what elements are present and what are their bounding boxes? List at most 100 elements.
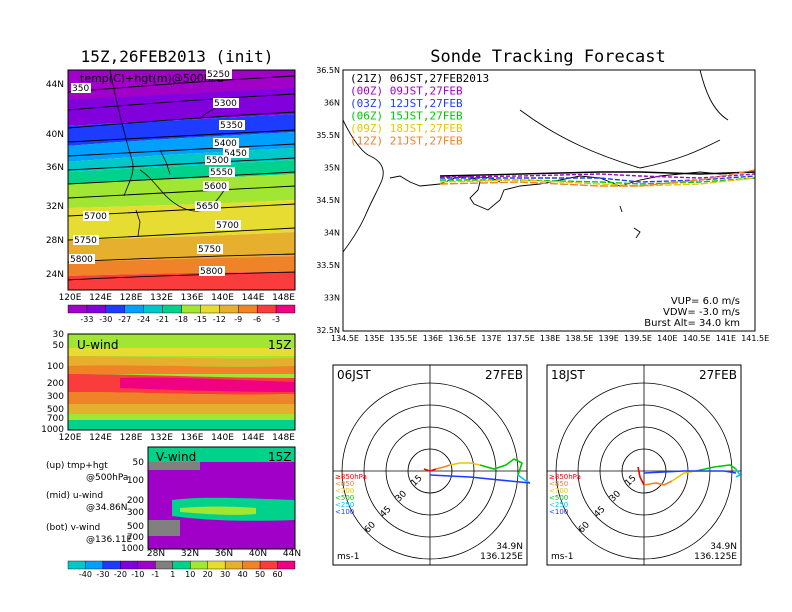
wind-colorbar-label: 1 (170, 570, 175, 579)
temp-colorbar-swatch (275, 304, 296, 314)
polar-unit: ms-1 (337, 552, 359, 562)
temp-colorbar-swatch (86, 304, 107, 314)
polar-level-label: <100 (335, 508, 354, 516)
polar-date: 27FEB (699, 368, 737, 382)
polar-level-label: <850 (549, 480, 568, 488)
contour-label: 5800 (70, 255, 93, 265)
track-param: Burst Alt= 34.0 km (644, 318, 740, 329)
polar-wind-trace (643, 480, 673, 486)
track-map-frame (342, 69, 756, 332)
track-lat-label: 33N (324, 294, 340, 303)
track-lat-label: 35.5N (316, 131, 340, 140)
contour-label-bg (223, 148, 249, 158)
vwind-p-label: 1000 (121, 544, 144, 554)
track-lon-label: 136E (423, 334, 443, 343)
track-lat-label: 32.5N (316, 326, 340, 335)
left-title: 15Z,26FEB2013 (init) (81, 47, 274, 66)
wind-colorbar-swatch (120, 560, 139, 570)
contour-label-bg (69, 254, 95, 264)
wind-colorbar-swatch (224, 560, 243, 570)
track-lon-label: 135E (364, 334, 384, 343)
upper-lat-label: 32N (46, 202, 64, 212)
uwind-p-label: 100 (47, 362, 64, 372)
track-lon-label: 141.5E (741, 334, 769, 343)
temp-colorbar-swatch (219, 304, 239, 314)
temp-colorbar-swatch (124, 304, 144, 314)
track-legend-entry: (12Z) 21JST,27FEB (350, 135, 463, 148)
wind-colorbar-swatch (277, 560, 296, 570)
upper-lat-label: 44N (46, 80, 64, 90)
upper-lon-label: 120E (59, 293, 82, 303)
temp-colorbar-label: -3 (272, 315, 280, 324)
contour-label-bg (199, 266, 225, 276)
upper-lon-label: 124E (89, 293, 112, 303)
uwind-field (68, 334, 295, 430)
track-map-bg (343, 70, 755, 331)
wind-colorbar-label: 20 (203, 570, 213, 579)
wind-colorbar-label: -10 (131, 570, 144, 579)
uwind-title: U-wind (77, 338, 118, 352)
wind-colorbar-label: -40 (79, 570, 92, 579)
contour-label-bg (215, 220, 241, 230)
contour-label-bg (83, 211, 109, 221)
track-lon-label: 139E (599, 334, 619, 343)
vwind-p-label: 100 (127, 476, 144, 486)
polar-level-label: <500 (335, 494, 354, 502)
contour-label: 5250 (207, 70, 230, 80)
upper-lon-label: 144E (242, 293, 265, 303)
upper-overlay-label: temp(C)+hgt(m)@500hPa (80, 72, 224, 85)
wind-colorbar-label: 30 (220, 570, 230, 579)
wind-colorbar-swatch (85, 560, 104, 570)
upper-lat-label: 40N (46, 130, 64, 140)
temp-colorbar-label: -12 (213, 315, 226, 324)
polar-unit: ms-1 (551, 552, 573, 562)
track-param: VUP= 6.0 m/s (671, 296, 740, 307)
vwind-lat-label: 28N (147, 549, 165, 559)
temp-colorbar-swatch (143, 304, 163, 314)
polar-wind-trace (637, 466, 645, 486)
temp-colorbar-label: -18 (175, 315, 188, 324)
upper-lon-label: 128E (120, 293, 143, 303)
wind-colorbar-label: 50 (255, 570, 265, 579)
contour-label-bg (205, 155, 231, 165)
track-lat-label: 34.5N (316, 196, 340, 205)
temp-colorbar-label: -9 (234, 315, 242, 324)
track-lon-label: 137E (481, 334, 501, 343)
track-lon-label: 141E (716, 334, 736, 343)
upper-lat-label: 36N (46, 163, 64, 173)
track-lon-label: 138E (540, 334, 560, 343)
track-lon-label: 139.5E (624, 334, 652, 343)
temp-colorbar-swatch (67, 304, 88, 314)
track-lon-label: 137.5E (507, 334, 535, 343)
upper-lon-label: 148E (272, 293, 295, 303)
temp-colorbar-swatch (181, 304, 201, 314)
polar-level-label: <250 (549, 501, 568, 509)
track-lon-label: 138.5E (565, 334, 593, 343)
wind-colorbar-swatch (190, 560, 208, 570)
track-lon-label: 134.5E (331, 334, 359, 343)
wind-colorbar-label: -30 (96, 570, 109, 579)
uwind-time: 15Z (268, 338, 292, 352)
contour-label: 5450 (224, 149, 247, 159)
wind-colorbar-swatch (259, 560, 278, 570)
polar-level-label: <700 (549, 487, 568, 495)
vwind-lat-label: 36N (215, 549, 233, 559)
note-line2: @500hPa (86, 473, 128, 483)
polar-lon: 136.125E (480, 552, 523, 562)
note-line2: @136.11E (86, 535, 132, 545)
vwind-p-label: 200 (127, 496, 144, 506)
uwind-lon-label: 136E (181, 433, 204, 443)
contour-label: 5800 (200, 267, 223, 277)
upper-lat-label: 28N (46, 236, 64, 246)
polar-level-label: <250 (335, 501, 354, 509)
polar-wind-trace (735, 468, 742, 478)
temp-colorbar-label: -33 (80, 315, 93, 324)
wind-colorbar-swatch (242, 560, 261, 570)
polar-level-label: <100 (549, 508, 568, 516)
contour-label-bg (213, 138, 239, 148)
uwind-p-label: 50 (53, 341, 65, 351)
contour-label: 5300 (214, 99, 237, 109)
uwind-p-label: 200 (47, 379, 64, 389)
polar-level-label: <850 (335, 480, 354, 488)
track-legend-entry: (03Z) 12JST,27FEB (350, 97, 463, 110)
